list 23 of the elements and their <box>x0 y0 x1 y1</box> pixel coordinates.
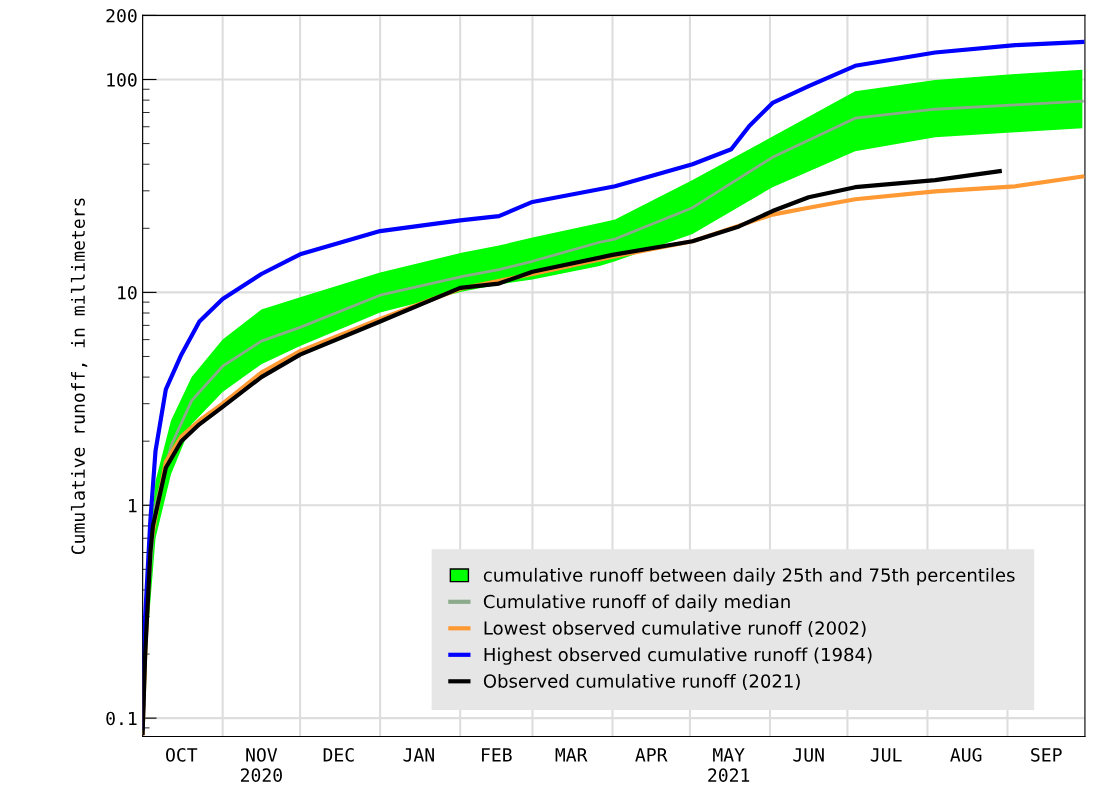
legend-label: Observed cumulative runoff (2021) <box>483 673 800 690</box>
legend-label: Highest observed cumulative runoff (1984) <box>484 647 872 665</box>
x-tick-label: APR <box>635 748 668 762</box>
x-tick-label: SEP <box>1031 748 1062 762</box>
x-tick-label: FEB <box>482 748 512 762</box>
y-tick-label: 10 <box>118 285 137 300</box>
x-tick-label: OCT <box>166 748 198 762</box>
x-tick-label: AUG <box>950 748 982 762</box>
legend-label: Cumulative runoff of daily median <box>483 594 790 612</box>
x-tick-label: MAR <box>555 748 588 762</box>
x-tick-label: MAY 2021 <box>708 748 750 782</box>
x-tick-label: JUN <box>793 748 824 762</box>
x-tick-label: NOV 2020 <box>240 748 282 782</box>
legend-label: Lowest observed cumulative runoff (2002) <box>484 620 866 637</box>
legend-label: cumulative runoff between daily 25th and 75th percentiles <box>483 567 1015 586</box>
y-tick-label: 1 <box>129 499 137 513</box>
x-tick-label: JAN <box>403 748 434 762</box>
y-tick-label: 0.1 <box>106 711 137 726</box>
y-axis-title: Cumulative runoff, in millimeters <box>70 198 88 555</box>
y-tick-label: 200 <box>106 8 137 23</box>
x-tick-label: JUL <box>870 748 902 762</box>
y-tick-label: 100 <box>107 73 137 87</box>
x-tick-label: DEC <box>323 748 354 762</box>
